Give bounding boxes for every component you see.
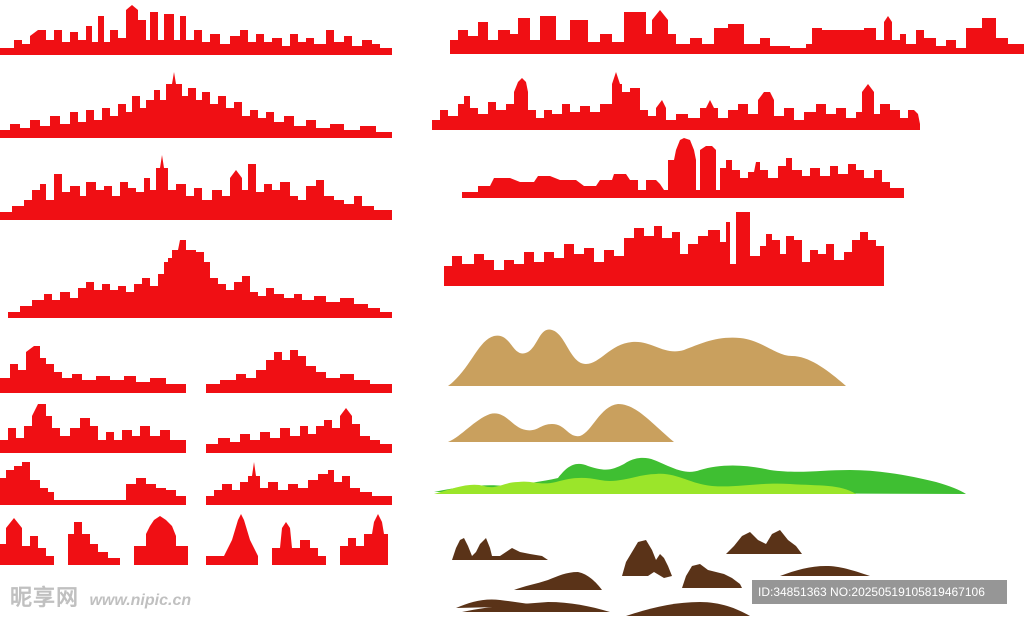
skyline-small-2 [206,350,392,393]
skyline-4 [8,240,392,318]
skyline-8 [444,212,884,286]
skyline-small-5 [0,462,186,505]
mountain-range-tan-2 [448,404,674,442]
rock-formations-brown [452,530,870,616]
skyline-small-7 [0,516,188,565]
watermark-brand: 昵享网 [10,585,80,610]
hill-range-green [434,457,966,494]
watermark-url: www.nipic.cn [89,592,192,609]
skyline-6 [432,72,920,130]
skyline-small-4 [206,408,392,453]
site-watermark: 昵享网 www.nipic.cn [10,580,191,612]
skyline-small-3 [0,404,186,453]
skyline-small-6 [206,462,392,505]
skyline-small-1 [0,346,186,393]
skyline-1 [0,5,392,55]
skyline-2 [0,72,392,138]
skyline-5 [450,10,1024,54]
skyline-3 [0,155,392,220]
image-id-bar: ID:34851363 NO:20250519105819467106 [752,580,1007,604]
skyline-small-8 [206,514,388,565]
mountain-range-tan-1 [448,329,846,386]
skyline-7 [462,138,904,198]
